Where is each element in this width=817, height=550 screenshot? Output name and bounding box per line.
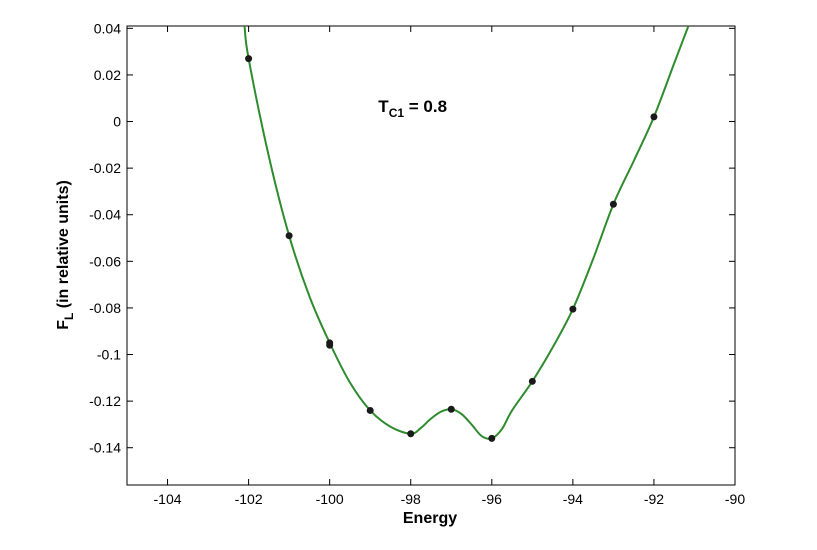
y-tick-label: 0.02 [94, 67, 121, 83]
x-tick-label: -96 [482, 491, 502, 507]
x-tick-label: -90 [725, 491, 745, 507]
y-tick-labels: 0.04 0.02 0 -0.02 -0.04 -0.06 -0.08 -0.1 -0.12 -0… [89, 20, 121, 455]
data-point [447, 405, 455, 413]
y-axis-title: FL (in relative units) [55, 180, 76, 330]
data-point [407, 430, 415, 438]
data-point [650, 113, 658, 121]
x-axis-title: Energy [403, 510, 457, 527]
y-tick-label: -0.04 [89, 207, 121, 223]
data-point [326, 341, 334, 349]
annotation-suffix: = 0.8 [404, 97, 447, 116]
x-tick-label: -104 [154, 491, 182, 507]
data-point [609, 200, 617, 208]
x-tick-label: -100 [316, 491, 344, 507]
y-tick-label: -0.06 [89, 253, 121, 269]
annotation-main: T [378, 97, 389, 116]
series-line [243, 26, 690, 440]
data-point [366, 406, 374, 414]
x-tick-label: -92 [644, 491, 664, 507]
data-point [488, 434, 496, 442]
x-tick-label: -94 [563, 491, 583, 507]
y-tick-label: -0.1 [97, 347, 121, 363]
x-tick-label: -102 [235, 491, 263, 507]
data-point [285, 232, 293, 240]
x-tick-label: -98 [401, 491, 421, 507]
y-tick-label: -0.08 [89, 300, 121, 316]
y-axis-title-main: F [55, 320, 72, 330]
annotation-sub: C1 [389, 106, 405, 120]
y-axis-title-sub: L [62, 313, 76, 320]
data-point [245, 55, 253, 63]
annotation-text: TC1 = 0.8 [378, 97, 447, 120]
y-tick-label: -0.14 [89, 440, 121, 456]
axis-ticks [127, 26, 736, 485]
data-point [528, 377, 536, 385]
y-tick-label: 0.04 [94, 20, 121, 36]
y-axis-title-suffix: (in relative units) [55, 180, 72, 312]
x-tick-labels: -104 -102 -100 -98 -96 -94 -92 -90 [154, 491, 746, 507]
data-points [245, 55, 658, 442]
plot-area [126, 25, 736, 486]
y-tick-label: -0.12 [89, 393, 121, 409]
y-tick-label: -0.02 [89, 160, 121, 176]
data-point [569, 305, 577, 313]
y-tick-label: 0 [113, 114, 121, 130]
